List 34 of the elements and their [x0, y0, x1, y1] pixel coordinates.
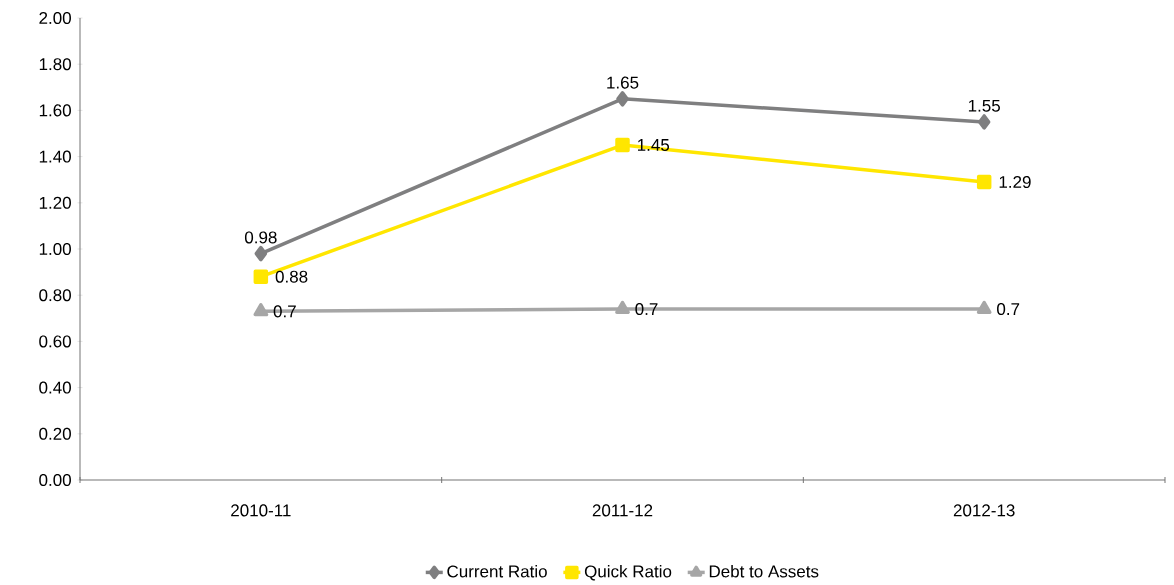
x-tick-label: 2012-13: [953, 504, 1015, 517]
y-tick-label: 1.20: [39, 196, 71, 209]
point: [253, 303, 269, 317]
data-label: 1.65: [607, 76, 639, 89]
data-label: 0.7: [997, 303, 1020, 316]
point: [977, 114, 991, 130]
legend-label: Quick Ratio: [584, 564, 672, 581]
legend-label: Debt to Assets: [709, 564, 819, 578]
point: [976, 300, 992, 315]
data-label: 1.55: [968, 99, 1000, 112]
x-tick-label: 2011-12: [592, 504, 653, 517]
y-tick-label: 1.00: [39, 242, 71, 256]
point: [615, 137, 630, 153]
data-label: 0.7: [273, 305, 296, 318]
x-tick-label: 2010-11: [231, 504, 291, 517]
point: [615, 300, 630, 315]
y-tick-label: 0.20: [39, 427, 71, 440]
data-label: 0.88: [275, 270, 308, 283]
point: [616, 91, 629, 107]
data-label: 0.7: [635, 303, 658, 316]
point: [254, 245, 268, 262]
y-tick-label: 1.80: [39, 58, 71, 71]
data-label: 0.98: [244, 231, 277, 244]
y-tick-label: 0.80: [39, 289, 71, 302]
y-tick-label: 0.00: [39, 473, 71, 487]
y-tick-label: 2.00: [39, 11, 71, 25]
y-tick-label: 0.40: [39, 381, 71, 394]
y-tick-label: 1.60: [39, 104, 71, 117]
y-tick-label: 0.60: [39, 335, 71, 348]
point: [253, 269, 269, 284]
legend-label: Current Ratio: [447, 564, 547, 578]
y-tick-label: 1.40: [39, 150, 71, 163]
point: [976, 174, 992, 190]
data-label: 1.29: [999, 175, 1031, 189]
